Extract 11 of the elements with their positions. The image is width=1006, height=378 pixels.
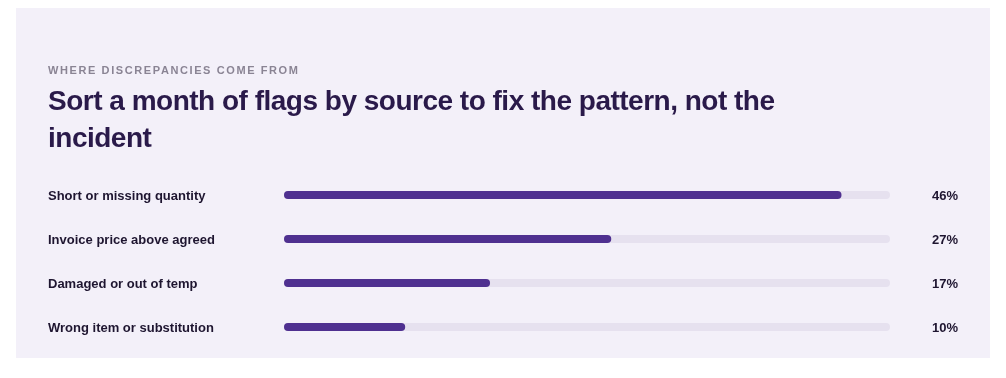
data-label: 10% — [931, 320, 959, 335]
data-label: 27% — [931, 232, 959, 247]
data-label: 46% — [931, 188, 959, 203]
y-tick-label: Wrong item or substitution — [48, 320, 214, 335]
y-tick-label: Invoice price above agreed — [48, 232, 215, 247]
bar — [284, 323, 406, 331]
y-tick-label: Short or missing quantity — [48, 188, 207, 203]
data-label: 17% — [931, 276, 959, 291]
y-tick-label: Damaged or out of temp — [48, 276, 198, 291]
chart-title: Sort a month of flags by source to fix the pattern, not the incident — [48, 84, 776, 155]
text: WHERE DISCREPANCIES COME FROM — [48, 64, 301, 76]
